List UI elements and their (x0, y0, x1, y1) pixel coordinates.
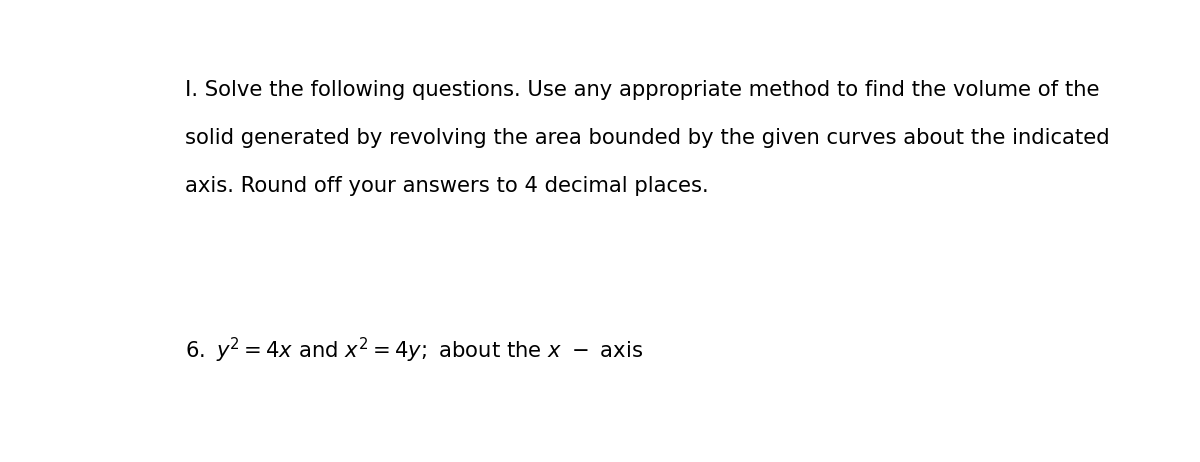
Text: $6.\ y^2 = 4x\ \mathrm{and}\ x^2 = 4y\mathrm{;\ about\ the\ }x\mathrm{\ -\ axis}: $6.\ y^2 = 4x\ \mathrm{and}\ x^2 = 4y\ma… (185, 336, 643, 365)
Text: solid generated by revolving the area bounded by the given curves about the indi: solid generated by revolving the area bo… (185, 128, 1110, 148)
Text: I. Solve the following questions. Use any appropriate method to find the volume : I. Solve the following questions. Use an… (185, 80, 1100, 100)
Text: axis. Round off your answers to 4 decimal places.: axis. Round off your answers to 4 decima… (185, 176, 709, 196)
